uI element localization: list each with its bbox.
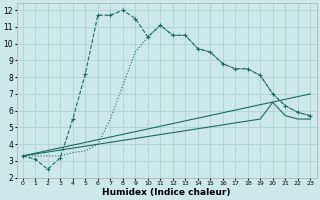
X-axis label: Humidex (Indice chaleur): Humidex (Indice chaleur) xyxy=(102,188,231,197)
